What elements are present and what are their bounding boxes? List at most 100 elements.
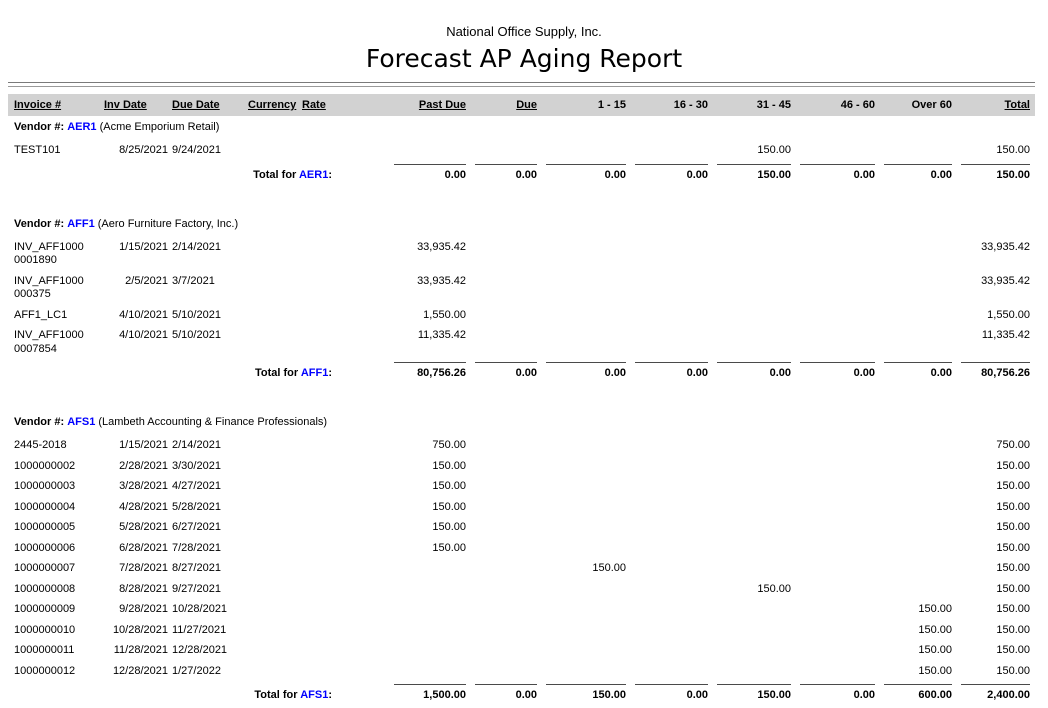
invoice-number-cell: 1000000012 bbox=[14, 664, 76, 677]
vendor-total-label: Total for AFS1: bbox=[254, 689, 332, 701]
inv-date-cell: 7/28/2021 bbox=[119, 562, 168, 574]
due-cell bbox=[466, 439, 537, 453]
due-cell bbox=[466, 521, 537, 535]
vendor-total-46-60: 0.00 bbox=[800, 163, 875, 182]
vendor-code-link[interactable]: AFS1 bbox=[67, 416, 96, 428]
total-cell: 150.00 bbox=[996, 562, 1030, 574]
bucket-1-15-cell bbox=[537, 275, 626, 302]
vendor-code-link[interactable]: AFF1 bbox=[300, 367, 329, 379]
total-cell: 150.00 bbox=[996, 480, 1030, 492]
vendor-total-due: 0.00 bbox=[475, 684, 537, 702]
vendor-section: Vendor #: AFF1 (Aero Furniture Factory, … bbox=[0, 218, 1048, 381]
due-cell bbox=[466, 480, 537, 494]
bucket-46-60-cell bbox=[791, 439, 875, 453]
bucket-16-30-cell bbox=[626, 309, 708, 323]
vendor-total-past-due: 1,500.00 bbox=[394, 684, 466, 702]
rate-cell bbox=[302, 583, 342, 597]
bucket-31-45-cell bbox=[708, 329, 791, 356]
due-cell bbox=[466, 603, 537, 617]
vendor-name: (Acme Emporium Retail) bbox=[99, 121, 220, 133]
invoice-number-cell: 1000000004 bbox=[14, 500, 76, 513]
column-header-over-60: Over 60 bbox=[911, 99, 952, 111]
invoice-number-cell: AFF1_LC1 bbox=[14, 308, 68, 321]
bucket-1-15-cell bbox=[537, 542, 626, 556]
bucket-46-60-cell bbox=[791, 603, 875, 617]
company-name: National Office Supply, Inc. bbox=[446, 24, 602, 39]
vendor-total-total: 2,400.00 bbox=[961, 684, 1030, 702]
due-cell bbox=[466, 309, 537, 323]
due-date-cell: 8/27/2021 bbox=[172, 562, 221, 574]
bucket-1-15-cell bbox=[537, 480, 626, 494]
invoice-row: 1000000012 12/28/2021 1/27/2022 150.00 1… bbox=[0, 662, 1048, 683]
inv-date-cell: 11/28/2021 bbox=[113, 644, 168, 656]
vendor-code-link[interactable]: AFF1 bbox=[67, 217, 95, 230]
column-header-due-date: Due Date bbox=[172, 99, 220, 111]
bucket-31-45-cell bbox=[708, 309, 791, 323]
currency-cell bbox=[246, 329, 302, 356]
bucket-1-15-cell: 150.00 bbox=[592, 562, 626, 574]
bucket-46-60-cell bbox=[791, 644, 875, 658]
due-cell bbox=[466, 460, 537, 474]
bucket-over-60-cell: 150.00 bbox=[918, 603, 952, 615]
column-header-due: Due bbox=[516, 99, 537, 111]
due-date-cell: 9/27/2021 bbox=[172, 582, 221, 595]
inv-date-cell: 4/10/2021 bbox=[119, 308, 168, 321]
column-header-rate: Rate bbox=[302, 99, 326, 111]
invoice-row: INV_AFF1000 0001890 1/15/2021 2/14/2021 … bbox=[0, 238, 1048, 272]
rate-cell bbox=[302, 603, 342, 617]
due-date-cell: 9/24/2021 bbox=[172, 144, 221, 156]
invoice-number-cell: 1000000003 bbox=[14, 480, 76, 492]
bucket-46-60-cell bbox=[791, 501, 875, 515]
past-due-cell: 150.00 bbox=[432, 500, 466, 513]
bucket-16-30-cell bbox=[626, 665, 708, 679]
total-cell: 11,335.42 bbox=[981, 329, 1030, 341]
bucket-31-45-cell bbox=[708, 275, 791, 302]
column-header-past-due: Past Due bbox=[418, 99, 466, 111]
vendor-total-row: Total for AFS1: 1,500.00 0.00 150.00 0.0… bbox=[0, 684, 1048, 702]
vendor-total-row: Total for AFF1: 80,756.26 0.00 0.00 0.00… bbox=[0, 362, 1048, 380]
bucket-1-15-cell bbox=[537, 624, 626, 638]
bucket-1-15-cell bbox=[537, 309, 626, 323]
due-cell bbox=[466, 624, 537, 638]
bucket-over-60-cell: 150.00 bbox=[918, 623, 952, 636]
vendor-total-label: Total for AER1: bbox=[253, 168, 332, 181]
vendor-number-label: Vendor #: bbox=[14, 416, 65, 428]
bucket-over-60-cell: 150.00 bbox=[918, 664, 952, 677]
vendor-total-31-45: 0.00 bbox=[717, 362, 791, 380]
total-cell: 150.00 bbox=[996, 582, 1030, 595]
invoice-row: 1000000007 7/28/2021 8/27/2021 150.00 15… bbox=[0, 559, 1048, 580]
invoice-number-cell: 1000000009 bbox=[14, 603, 76, 615]
vendor-total-label: Total for AFF1: bbox=[254, 367, 332, 379]
bucket-1-15-cell bbox=[537, 521, 626, 535]
total-cell: 150.00 bbox=[996, 664, 1030, 677]
vendor-code-link[interactable]: AER1 bbox=[298, 168, 329, 181]
bucket-16-30-cell bbox=[626, 275, 708, 302]
invoice-row: INV_AFF1000 000375 2/5/2021 3/7/2021 33,… bbox=[0, 272, 1048, 306]
bucket-over-60-cell bbox=[875, 562, 952, 576]
past-due-cell: 33,935.42 bbox=[417, 240, 466, 253]
vendor-total-due: 0.00 bbox=[475, 362, 537, 380]
total-cell: 1,550.00 bbox=[987, 308, 1030, 321]
bucket-46-60-cell bbox=[791, 275, 875, 302]
past-due-cell: 150.00 bbox=[432, 541, 466, 554]
due-date-cell: 6/27/2021 bbox=[172, 521, 221, 533]
vendor-code-link[interactable]: AER1 bbox=[67, 121, 97, 133]
bucket-1-15-cell bbox=[537, 644, 626, 658]
invoice-number-cell: 1000000010 bbox=[14, 623, 76, 636]
vendor-total-past-due: 80,756.26 bbox=[394, 362, 466, 380]
inv-date-cell: 1/15/2021 bbox=[119, 240, 168, 253]
vendor-code-link[interactable]: AFS1 bbox=[300, 689, 329, 701]
bucket-16-30-cell bbox=[626, 144, 708, 158]
bucket-16-30-cell bbox=[626, 329, 708, 356]
column-header-inv-date: Inv Date bbox=[104, 99, 147, 111]
bucket-16-30-cell bbox=[626, 439, 708, 453]
invoice-number-cell: 1000000008 bbox=[14, 582, 76, 595]
invoice-number-cell: INV_AFF1000 000375 bbox=[14, 274, 84, 301]
currency-cell bbox=[246, 241, 302, 268]
due-date-cell: 5/28/2021 bbox=[172, 500, 221, 513]
bucket-31-45-cell bbox=[708, 241, 791, 268]
due-cell bbox=[466, 329, 537, 356]
currency-cell bbox=[246, 144, 302, 158]
bucket-1-15-cell bbox=[537, 665, 626, 679]
